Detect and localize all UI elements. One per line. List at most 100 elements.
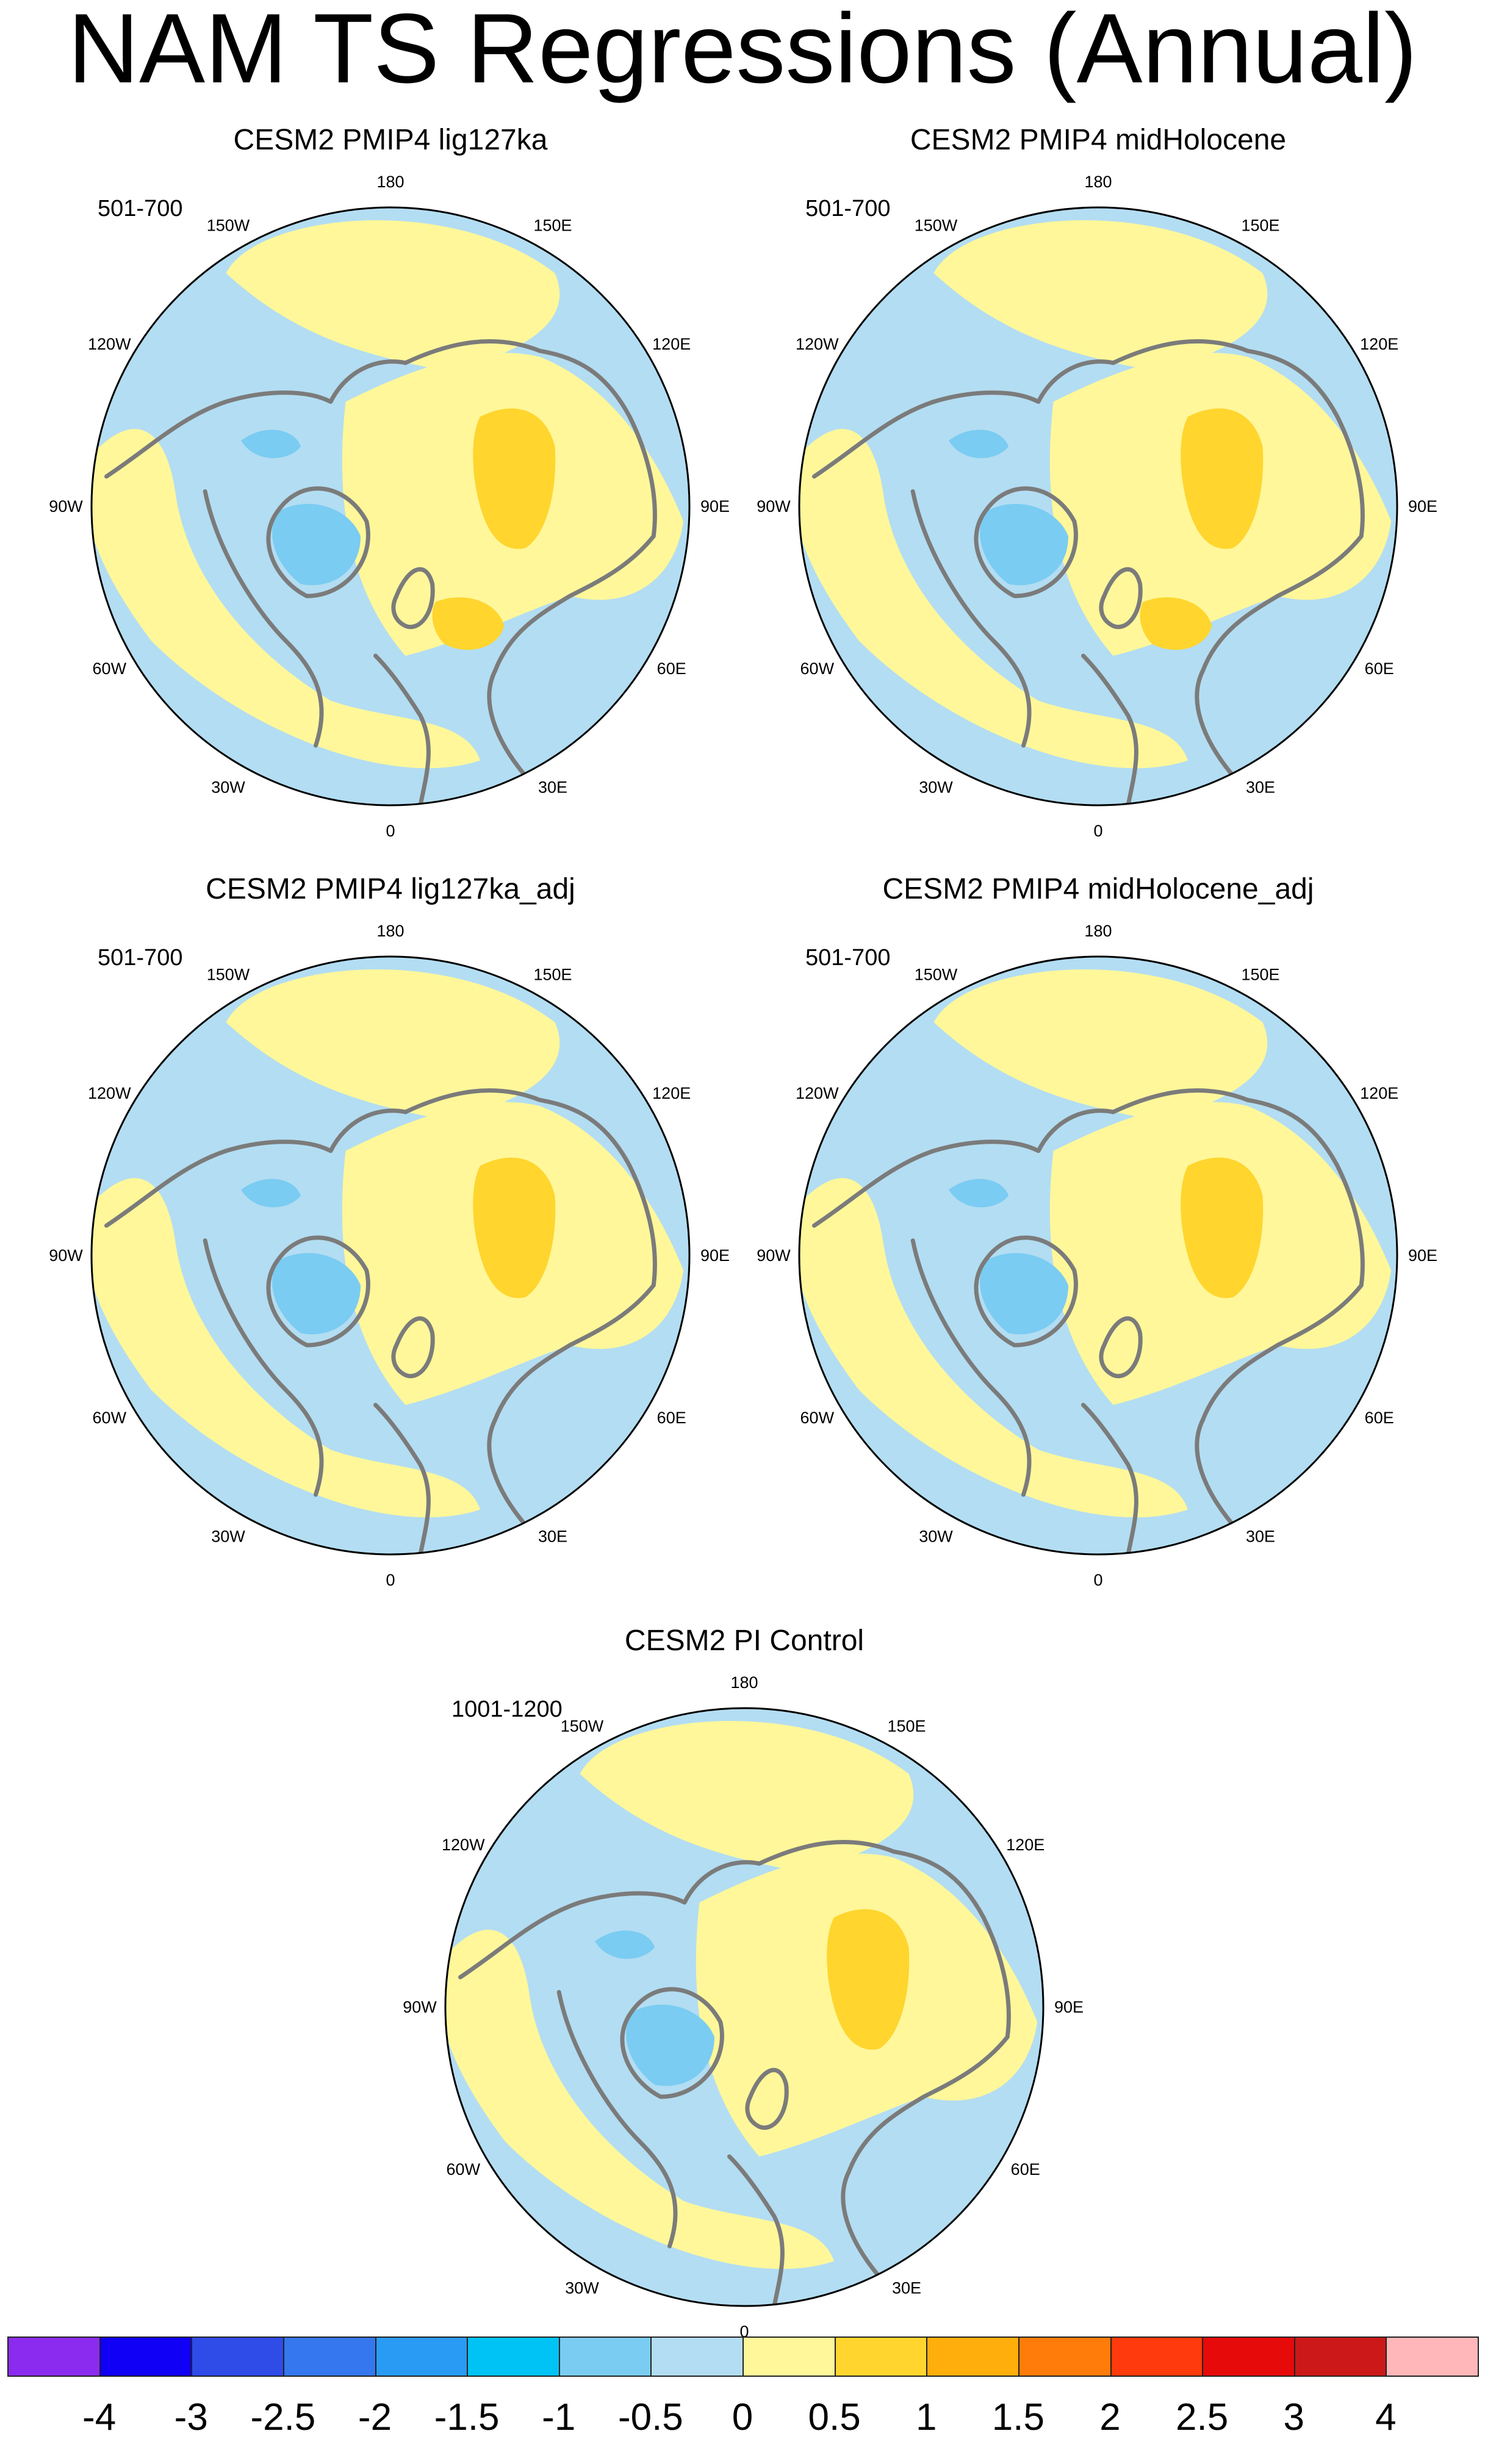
colorbar-swatch: [558, 2336, 652, 2377]
coastline: [203, 489, 324, 748]
coastline: [373, 653, 431, 805]
map-boundary: [90, 955, 691, 1556]
map-panel: CESM2 PMIP4 midHolocene_adj 501-700 180 150…: [757, 871, 1437, 1589]
longitude-label: 60E: [1365, 1409, 1394, 1427]
longitude-label: 90W: [49, 497, 83, 515]
panel-year-range: 501-700: [98, 945, 183, 971]
positive-anomaly-region: [933, 969, 1268, 1121]
colorbar-swatch: [1293, 2336, 1387, 2377]
panel-title: CESM2 PMIP4 midHolocene: [910, 124, 1287, 156]
colorbar-tick-label: 2.5: [1176, 2396, 1229, 2438]
longitude-label: 150E: [1241, 965, 1279, 983]
longitude-label: 30E: [538, 1528, 567, 1546]
coastline: [458, 1860, 761, 1980]
map-panel: CESM2 PI Control 1001-1200 180 150E 120E 90E 6…: [403, 1623, 1084, 2341]
longitude-label: 0: [739, 2322, 749, 2341]
colorbar-swatch: [7, 2336, 101, 2377]
coastline: [910, 489, 1032, 748]
colorbar-tick-label: 3: [1283, 2396, 1304, 2438]
longitude-label: 150E: [887, 1717, 926, 1735]
negative-anomaly-region: [272, 1252, 361, 1335]
longitude-label: 30E: [892, 2279, 921, 2297]
negative-anomaly-region: [626, 2004, 714, 2086]
longitude-label: 90W: [403, 1998, 437, 2016]
colorbar-swatch: [99, 2336, 193, 2377]
longitude-label: 30W: [211, 1528, 245, 1546]
panel-year-range: 501-700: [98, 196, 183, 221]
longitude-label: 30E: [1246, 1528, 1275, 1546]
longitude-label: 90E: [1408, 497, 1437, 515]
longitude-label: 150E: [1241, 216, 1279, 234]
longitude-label: 60E: [1011, 2160, 1040, 2178]
negative-anomaly-region: [241, 429, 301, 459]
panel-year-range: 501-700: [805, 945, 891, 971]
colorbar-swatch: [1386, 2336, 1479, 2377]
colorbar-swatch: [650, 2336, 744, 2377]
coastline: [203, 1238, 324, 1497]
longitude-label: 120E: [1006, 1836, 1045, 1854]
coastline: [620, 1987, 724, 2099]
coastline: [757, 1839, 1011, 2039]
panel-title: CESM2 PMIP4 lig127ka_adj: [206, 873, 575, 905]
coastline: [1111, 339, 1365, 539]
longitude-label: 120E: [1360, 1084, 1398, 1102]
longitude-label: 30E: [1246, 778, 1275, 797]
map-panel: CESM2 PMIP4 midHolocene 501-700 180 150E 120…: [757, 122, 1437, 840]
longitude-label: 150W: [915, 216, 958, 234]
colorbar-swatch: [282, 2336, 376, 2377]
coastline: [974, 1235, 1078, 1348]
coastline: [1099, 1316, 1143, 1379]
longitude-label: 150W: [915, 965, 958, 983]
longitude-label: 30W: [211, 778, 245, 797]
coastline: [266, 486, 370, 598]
longitude-label: 120E: [652, 1084, 691, 1102]
polar-map: 180 150E 120E 90E 60E 30E 0 30W 60W 90W 120W 150W: [757, 922, 1437, 1589]
longitude-label: 120W: [796, 335, 839, 353]
colorbar-tick-label: -2: [358, 2396, 392, 2438]
map-boundary: [798, 206, 1398, 806]
coastline: [727, 2154, 785, 2306]
colorbar-tick-label: 0.5: [808, 2396, 861, 2438]
colorbar-swatch: [1202, 2336, 1295, 2377]
longitude-label: 120W: [442, 1836, 485, 1854]
longitude-label: 60W: [800, 659, 835, 678]
longitude-label: 60W: [93, 659, 127, 678]
longitude-label: 180: [376, 922, 404, 940]
negative-anomaly-region: [980, 1252, 1068, 1335]
coastline: [974, 486, 1078, 598]
negative-anomaly-region: [980, 503, 1068, 586]
polar-map: 180 150E 120E 90E 60E 30E 0 30W 60W 90W 120W 150W: [757, 173, 1437, 840]
negative-anomaly-region: [949, 1179, 1009, 1208]
coastline: [266, 1235, 370, 1348]
figure-title: NAM TS Regressions (Annual): [68, 0, 1417, 104]
positive-anomaly-region: [226, 969, 560, 1121]
coastline: [812, 359, 1115, 479]
coastline: [1081, 1403, 1138, 1554]
colorbar-swatch: [926, 2336, 1019, 2377]
longitude-label: 120E: [1360, 335, 1398, 353]
coastline: [812, 1108, 1115, 1228]
longitude-label: 180: [376, 173, 404, 191]
longitude-label: 60W: [800, 1409, 835, 1427]
coastline: [487, 534, 656, 778]
longitude-label: 30W: [919, 1528, 953, 1546]
longitude-label: 150E: [533, 965, 572, 983]
longitude-label: 90E: [1054, 1998, 1084, 2016]
longitude-label: 0: [386, 822, 395, 840]
colorbar-swatch: [467, 2336, 560, 2377]
longitude-label: 60W: [447, 2160, 481, 2178]
polar-map: 180 150E 120E 90E 60E 30E 0 30W 60W 90W 120W 150W: [49, 922, 730, 1589]
longitude-label: 30W: [565, 2279, 599, 2297]
longitude-label: 150W: [207, 216, 250, 234]
polar-map: 180 150E 120E 90E 60E 30E 0 30W 60W 90W 120W 150W: [49, 173, 730, 840]
map-boundary: [444, 1707, 1045, 2307]
map-panel: CESM2 PMIP4 lig127ka_adj 501-700 180 150E 12…: [49, 871, 730, 1589]
coastline: [104, 1108, 408, 1228]
longitude-label: 60E: [657, 659, 686, 678]
strong-positive-anomaly-region: [432, 597, 505, 650]
polar-map: 180 150E 120E 90E 60E 30E 0 30W 60W 90W 120W 150W: [403, 1673, 1084, 2341]
coastline: [391, 1316, 435, 1379]
positive-anomaly-region: [226, 220, 560, 372]
colorbar-tick-label: -0.5: [617, 2396, 683, 2438]
colorbar-swatch: [191, 2336, 284, 2377]
